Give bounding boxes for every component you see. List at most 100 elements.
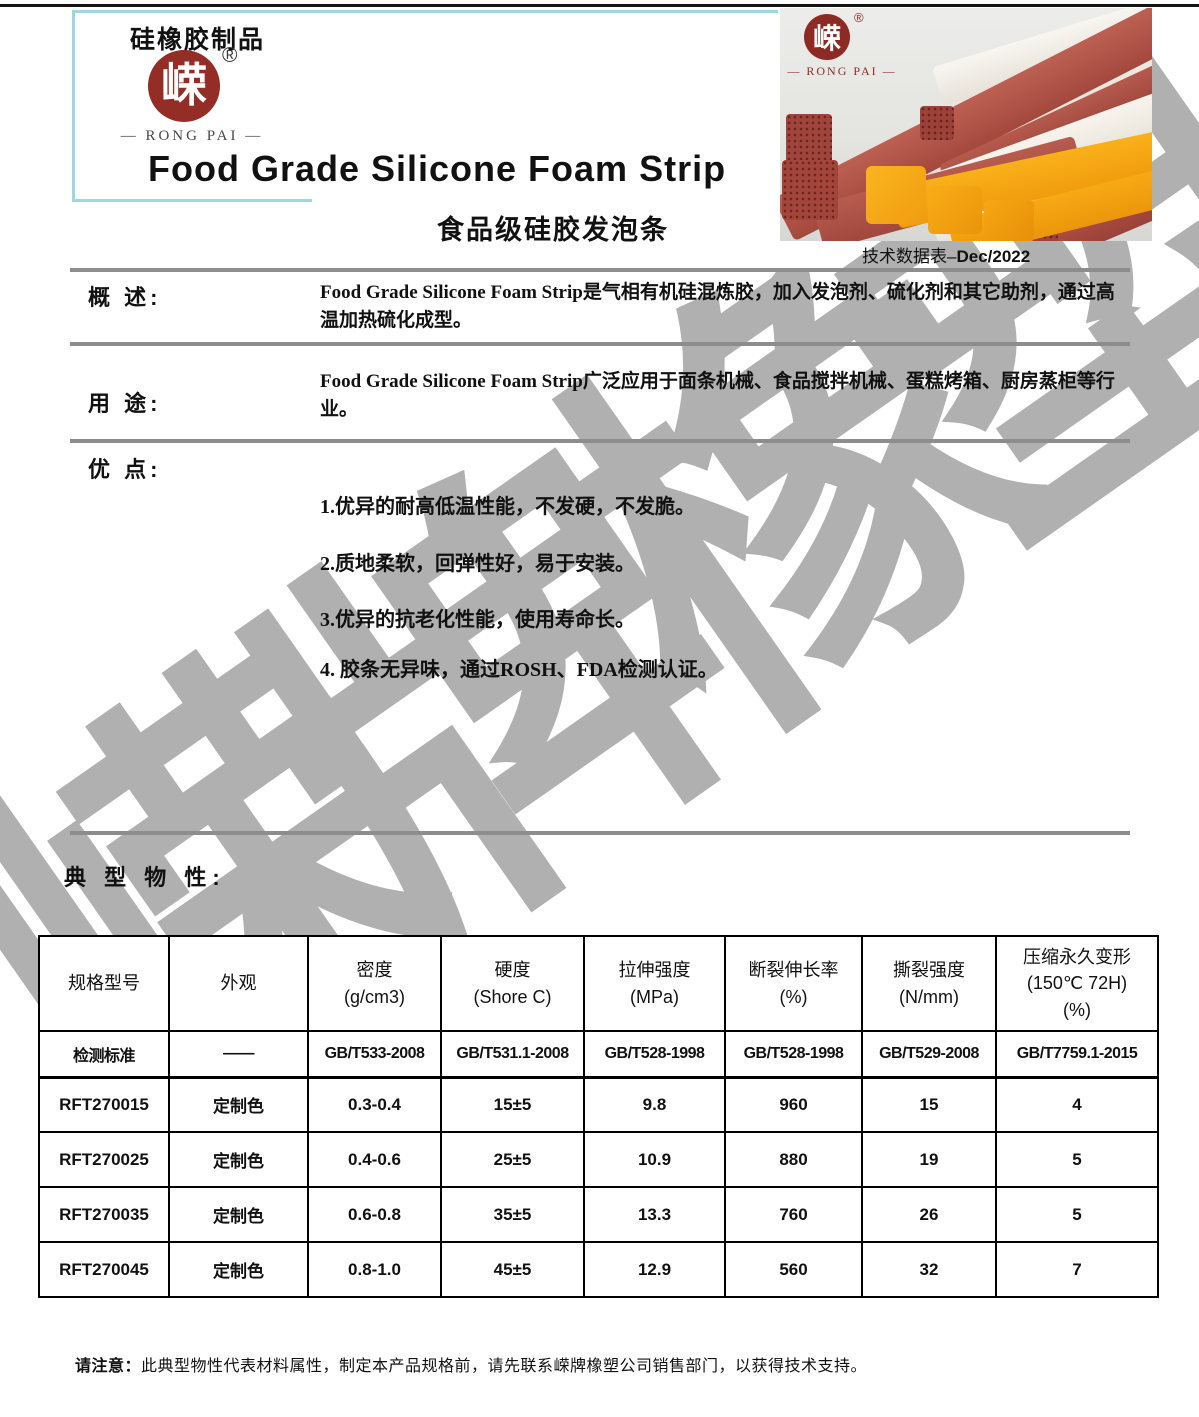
footer-notice: 请注意：此典型物性代表材料属性，制定本产品规格前，请先联系嵘牌橡塑公司销售部门，… — [75, 1352, 867, 1376]
table-cell: 32 — [861, 1241, 997, 1298]
usage-label: 用 途: — [88, 391, 162, 416]
table-cell: 定制色 — [168, 1076, 309, 1133]
table-cell: RFT270025 — [38, 1131, 170, 1188]
column-header: 规格型号 — [38, 935, 170, 1032]
table-row: RFT270015 定制色 0.3-0.4 15±5 9.8 960 15 4 — [38, 1076, 1159, 1133]
advantage-item: 2.质地柔软，回弹性好，易于安装。 — [320, 553, 635, 575]
table-cell: 19 — [861, 1131, 997, 1188]
table-cell: GB/T531.1-2008 — [440, 1030, 585, 1079]
section-divider-2 — [70, 342, 1130, 346]
column-header-line: 压缩永久变形 — [1023, 947, 1131, 968]
column-header-line: 拉伸强度 — [618, 960, 691, 981]
overview-text: Food Grade Silicone Foam Strip是气相有机硅混炼胶，… — [320, 282, 1115, 331]
foam-strip-red-mid-endface — [920, 106, 954, 140]
usage-text: Food Grade Silicone Foam Strip广泛应用于面条机械、… — [320, 371, 1115, 420]
column-header-line: (150℃ 72H) — [1026, 973, 1128, 994]
foam-strip-red-endface — [786, 114, 832, 166]
table-cell: 35±5 — [440, 1186, 585, 1243]
overview-label: 概 述: — [88, 285, 162, 310]
datasheet-date: Dec/2022 — [956, 247, 1031, 266]
table-cell: 560 — [724, 1241, 863, 1298]
table-cell: GB/T528-1998 — [724, 1030, 863, 1079]
datasheet-label: 技术数据表– — [862, 247, 957, 266]
header-row: 规格型号 外观 密度 (g/cm3) 硬度 (Shore C) 拉伸强度 (MPa) 断裂伸长率… — [38, 935, 1159, 1032]
table-cell: 定制色 — [168, 1186, 309, 1243]
advantage-item: 3.优异的抗老化性能，使用寿命长。 — [320, 609, 635, 631]
brand-label: 硅橡胶制品 — [130, 26, 266, 54]
column-header: 外观 — [168, 935, 309, 1032]
properties-table: 规格型号 外观 密度 (g/cm3) 硬度 (Shore C) 拉伸强度 (MPa) 断裂伸长率… — [38, 935, 1159, 1298]
table-cell: RFT270015 — [38, 1076, 170, 1133]
column-header: 密度 (g/cm3) — [307, 935, 442, 1032]
table-cell: 45±5 — [440, 1241, 585, 1298]
column-header-line: (Shore C) — [473, 986, 552, 1007]
page-title-cn: 食品级硅胶发泡条 — [437, 215, 669, 245]
table-cell: 12.9 — [583, 1241, 726, 1298]
registered-trademark-icon: ® — [222, 44, 238, 67]
section-divider-1 — [70, 268, 1130, 272]
column-header-line: 规格型号 — [68, 973, 140, 994]
table-cell: 15±5 — [440, 1076, 585, 1133]
table-row: RFT270025 定制色 0.4-0.6 25±5 10.9 880 19 5 — [38, 1131, 1159, 1188]
column-header: 压缩永久变形 (150℃ 72H) (%) — [995, 935, 1159, 1032]
table-cell: GB/T528-1998 — [583, 1030, 726, 1079]
table-cell: 0.4-0.6 — [307, 1131, 442, 1188]
table-cell: 15 — [861, 1076, 997, 1133]
table-cell: 960 — [724, 1076, 863, 1133]
table-cell: 880 — [724, 1131, 863, 1188]
table-cell: GB/T533-2008 — [307, 1030, 442, 1079]
table-cell: 定制色 — [168, 1131, 309, 1188]
column-header-line: (%) — [1063, 999, 1091, 1020]
section-divider-3 — [70, 439, 1130, 443]
column-header: 断裂伸长率 (%) — [724, 935, 863, 1032]
table-cell: 检测标准 — [38, 1030, 170, 1079]
foam-strip-orange-endface-3 — [984, 200, 1034, 241]
table-row: RFT270045 定制色 0.8-1.0 45±5 12.9 560 32 7 — [38, 1241, 1159, 1298]
column-header: 硬度 (Shore C) — [440, 935, 585, 1032]
column-header: 拉伸强度 (MPa) — [583, 935, 726, 1032]
page-top-rule — [0, 4, 1199, 7]
table-cell: —— — [168, 1030, 309, 1079]
logo-glyph: 嵘 — [161, 60, 207, 111]
footer-notice-prefix: 请注意： — [75, 1358, 142, 1375]
column-header-line: 密度 — [356, 960, 393, 981]
column-header-line: (MPa) — [630, 986, 679, 1007]
table-cell: GB/T7759.1-2015 — [995, 1030, 1159, 1079]
product-photo: 嵘 ® — RONG PAI — — [780, 8, 1152, 241]
advantage-item: 1.优异的耐高低温性能，不发硬，不发脆。 — [320, 496, 695, 518]
header-box-border-bottom — [72, 199, 312, 202]
table-cell: 定制色 — [168, 1241, 309, 1298]
table-cell: 760 — [724, 1186, 863, 1243]
photo-registered-mark-icon: ® — [854, 10, 864, 25]
table-cell: RFT270035 — [38, 1186, 170, 1243]
column-header-line: 断裂伸长率 — [748, 960, 839, 981]
table-cell: 10.9 — [583, 1131, 726, 1188]
company-logo-icon: 嵘 — [148, 50, 220, 122]
table-cell: 4 — [995, 1076, 1159, 1133]
foam-strip-red-lower-endface — [782, 160, 838, 220]
table-cell: 0.6-0.8 — [307, 1186, 442, 1243]
brand-name: — RONG PAI — — [120, 128, 264, 144]
table-cell: 9.8 — [583, 1076, 726, 1133]
standards-row: 检测标准 —— GB/T533-2008 GB/T531.1-2008 GB/T528-… — [38, 1030, 1159, 1079]
photo-logo-glyph: 嵘 — [812, 24, 841, 55]
footer-notice-text: 此典型物性代表材料属性，制定本产品规格前，请先联系嵘牌橡塑公司销售部门，以获得技… — [141, 1358, 868, 1375]
table-cell: 13.3 — [583, 1186, 726, 1243]
table-cell: 25±5 — [440, 1131, 585, 1188]
column-header-line: (%) — [779, 986, 808, 1007]
table-cell: 26 — [861, 1186, 997, 1243]
header-box-border-left — [72, 10, 75, 202]
foam-strip-orange-endface-2 — [928, 186, 982, 234]
section-divider-4 — [70, 831, 1130, 835]
table-cell: GB/T529-2008 — [861, 1030, 997, 1079]
column-header-line: 外观 — [220, 973, 257, 994]
page-title-en: Food Grade Silicone Foam Strip — [148, 148, 727, 189]
table-cell: 0.8-1.0 — [307, 1241, 442, 1298]
column-header-line: 撕裂强度 — [893, 960, 965, 981]
table-cell: 5 — [995, 1186, 1159, 1243]
advantage-item: 4. 胶条无异味，通过ROSH、FDA检测认证。 — [320, 659, 718, 681]
column-header: 撕裂强度 (N/mm) — [861, 935, 997, 1032]
column-header-line: (N/mm) — [899, 986, 959, 1007]
header-box-border-top — [72, 10, 778, 13]
